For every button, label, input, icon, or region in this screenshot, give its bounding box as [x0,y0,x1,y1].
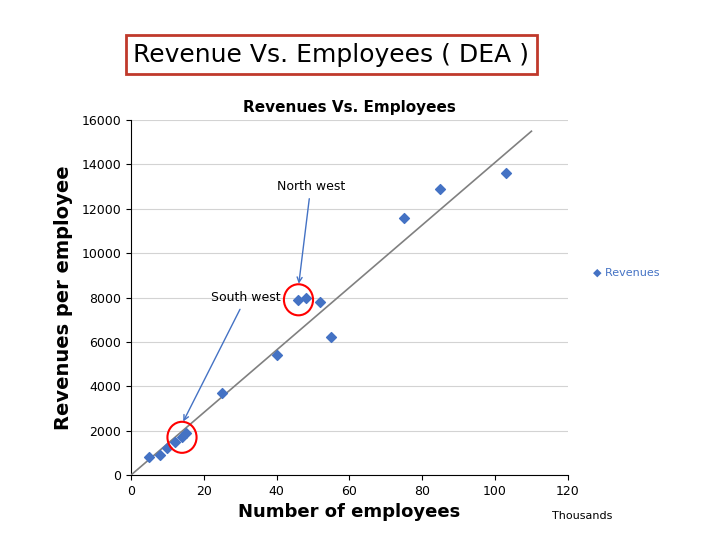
Point [162,444,173,453]
Text: Revenue Vs. Employees ( DEA ): Revenue Vs. Employees ( DEA ) [133,43,529,67]
Text: North west: North west [277,180,345,282]
Point [500,169,512,177]
Point [176,433,188,442]
Point [300,293,312,302]
Point [314,298,326,306]
Point [435,185,446,193]
Point [271,351,282,360]
Point [169,437,181,446]
Text: Thousands: Thousands [553,511,612,521]
Point [216,389,228,397]
Title: Revenues Vs. Employees: Revenues Vs. Employees [243,100,456,115]
Point [143,453,155,462]
Point [325,333,337,342]
Point [398,213,410,222]
Point [293,295,304,304]
Text: ◆ Revenues: ◆ Revenues [593,268,660,278]
Point [154,450,166,459]
Point [180,429,191,437]
Text: South west: South west [184,291,281,420]
Y-axis label: Revenues per employee: Revenues per employee [54,165,73,430]
X-axis label: Number of employees: Number of employees [238,503,461,521]
